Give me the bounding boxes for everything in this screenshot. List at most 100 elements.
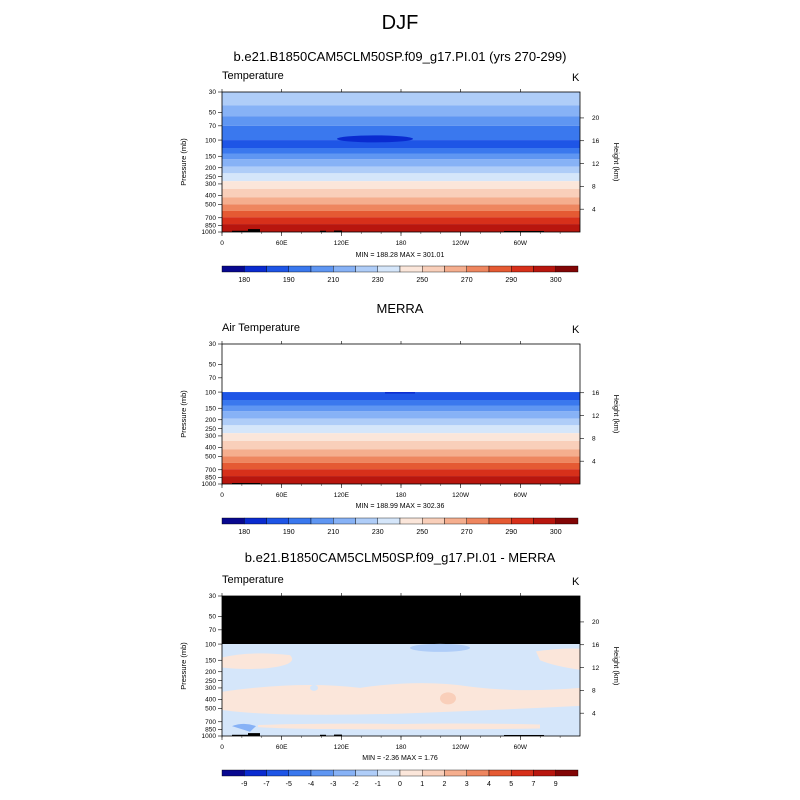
panel-1-title: b.e21.B1850CAM5CLM50SP.f09_g17.PI.01 (yr… (233, 49, 567, 64)
right-tick-label: 4 (592, 458, 596, 465)
colorbar-box (466, 265, 490, 273)
y-tick-label: 500 (205, 706, 216, 713)
diff-positive-region (222, 653, 293, 669)
colorbar-box (488, 769, 512, 777)
x-tick-label: 60E (276, 744, 288, 751)
y-tick-label: 500 (205, 202, 216, 209)
panel-2-band (222, 392, 580, 401)
colorbar-label: 250 (416, 529, 428, 536)
colorbar-label: -5 (286, 781, 292, 788)
panel-1-band (222, 224, 580, 232)
y-tick-label: 400 (205, 445, 216, 452)
colorbar-label: 190 (283, 529, 295, 536)
colorbar-box (355, 265, 378, 273)
colorbar-box (288, 769, 312, 777)
right-tick-label: 4 (592, 206, 596, 213)
y-tick-label: 30 (209, 593, 217, 600)
panel-1-band (222, 140, 580, 149)
colorbar-box (511, 265, 534, 273)
x-tick-label: 180 (396, 492, 407, 499)
diff-negative-region (232, 723, 256, 732)
colorbar-label: 2 (443, 781, 447, 788)
y-tick-label: 100 (205, 389, 216, 396)
panel-1-band (222, 217, 580, 225)
terrain-mask (320, 230, 326, 232)
missing-data-mask (222, 596, 580, 645)
y-tick-label: 1000 (202, 229, 217, 236)
panel-2-band (222, 400, 580, 406)
y-tick-label: 850 (205, 223, 216, 230)
y-tick-label: 50 (209, 362, 217, 369)
panel-1-band (222, 173, 580, 182)
x-tick-label: 60W (514, 240, 528, 247)
right-axis-title: Height (km) (612, 143, 621, 182)
right-tick-label: 20 (592, 619, 600, 626)
panel-2-band (222, 440, 580, 450)
colorbar-box (377, 265, 401, 273)
y-tick-label: 250 (205, 174, 216, 181)
y-tick-label: 400 (205, 193, 216, 200)
x-tick-label: 180 (396, 744, 407, 751)
y-tick-label: 300 (205, 433, 216, 440)
diff-positive-region (536, 648, 580, 670)
panel-1-band (222, 116, 580, 126)
y-tick-label: 1000 (202, 733, 217, 740)
x-tick-label: 60E (276, 240, 288, 247)
y-tick-label: 400 (205, 697, 216, 704)
y-axis-title: Pressure (mb) (179, 138, 188, 186)
terrain-mask (248, 229, 260, 232)
colorbar-box (333, 517, 356, 525)
colorbar-box (444, 517, 467, 525)
panel-1-band (222, 166, 580, 174)
y-tick-label: 850 (205, 475, 216, 482)
y-tick-label: 250 (205, 678, 216, 685)
colorbar-label: 190 (283, 277, 295, 284)
diff-warm-core (440, 692, 456, 705)
panel-2-band (222, 405, 580, 412)
colorbar-box (221, 265, 245, 273)
colorbar-label: 230 (372, 529, 384, 536)
colorbar-label: 180 (238, 277, 250, 284)
y-tick-label: 1000 (202, 481, 217, 488)
colorbar-label: -7 (263, 781, 269, 788)
colorbar-box (244, 769, 267, 777)
colorbar-box (511, 769, 534, 777)
terrain-mask (320, 734, 326, 736)
y-tick-label: 100 (205, 641, 216, 648)
panel-2-minmax: MIN = 188.99 MAX = 302.36 (355, 503, 445, 510)
colorbar-box (488, 265, 512, 273)
x-tick-label: 0 (220, 492, 224, 499)
colorbar-box (444, 265, 467, 273)
colorbar-box (221, 517, 245, 525)
y-tick-label: 70 (209, 627, 217, 634)
right-tick-label: 12 (592, 161, 600, 168)
colorbar-box (422, 265, 445, 273)
colorbar-label: -9 (241, 781, 247, 788)
x-tick-label: 120E (334, 492, 350, 499)
terrain-mask (504, 734, 544, 736)
panel-1-band (222, 204, 580, 211)
colorbar-label: -1 (375, 781, 381, 788)
y-tick-label: 50 (209, 110, 217, 117)
y-tick-label: 150 (205, 657, 216, 664)
colorbar-box (377, 517, 401, 525)
colorbar-label: 5 (509, 781, 513, 788)
terrain-mask (504, 230, 544, 232)
terrain-mask (232, 482, 260, 484)
colorbar-box (266, 265, 289, 273)
panel-2-band (222, 418, 580, 426)
x-tick-label: 0 (220, 240, 224, 247)
x-tick-label: 120E (334, 744, 350, 751)
colorbar-label: 270 (461, 277, 473, 284)
panel-2-band (222, 425, 580, 434)
right-tick-label: 8 (592, 688, 596, 695)
x-tick-label: 180 (396, 240, 407, 247)
panel-1-band (222, 197, 580, 205)
y-axis-title: Pressure (mb) (179, 390, 188, 438)
right-tick-label: 8 (592, 184, 596, 191)
colorbar-box (244, 517, 267, 525)
y-tick-label: 30 (209, 341, 217, 348)
colorbar-box (555, 769, 579, 777)
